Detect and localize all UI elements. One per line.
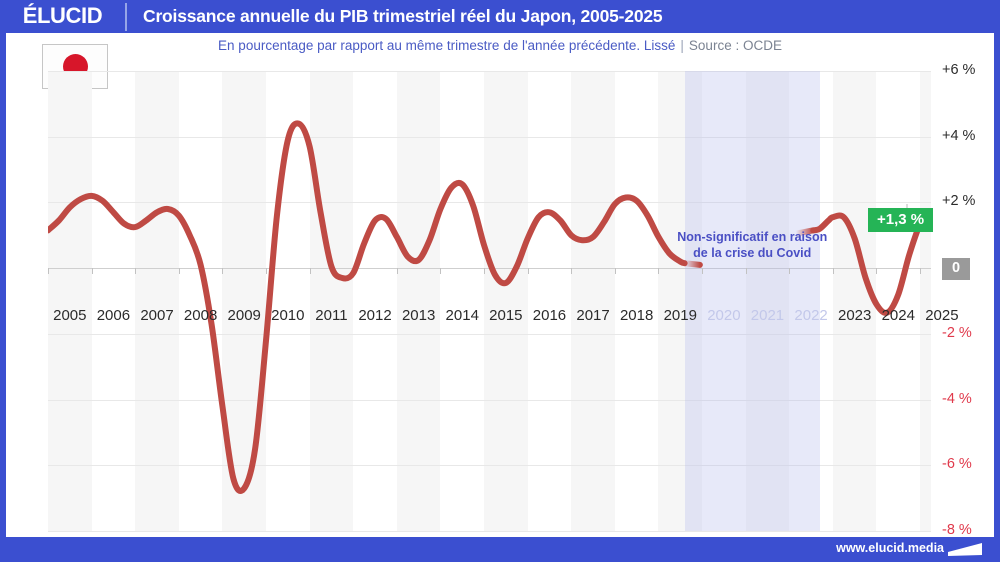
gridline (48, 136, 931, 138)
x-axis-label: 2025 (925, 307, 959, 324)
x-tick (222, 268, 224, 275)
last-value-badge: +1,3 % (868, 208, 934, 232)
y-axis-label: +4 % (942, 127, 976, 144)
year-band (396, 71, 441, 531)
gridline (48, 465, 931, 467)
x-axis-label: 2019 (663, 307, 697, 324)
subtitle-separator: | (680, 38, 684, 53)
y-axis-label: -8 % (942, 522, 972, 537)
covid-band (684, 71, 820, 531)
gridline (48, 202, 931, 204)
x-tick (571, 268, 573, 275)
x-axis-label: 2024 (881, 307, 915, 324)
x-axis-label: 2009 (227, 307, 261, 324)
x-tick (135, 268, 137, 275)
x-tick (309, 268, 311, 275)
year-band (48, 71, 92, 531)
brand-logo[interactable]: ÉLUCID (22, 3, 103, 28)
year-band (135, 71, 179, 531)
x-axis-label: 2022 (794, 307, 828, 324)
page-title: Croissance annuelle du PIB trimestriel r… (143, 6, 663, 26)
subtitle-text: En pourcentage par rapport au même trime… (218, 38, 676, 53)
year-bands (48, 71, 931, 531)
series-fade-stub (681, 260, 703, 268)
x-tick (440, 268, 442, 275)
y-axis-label: +2 % (942, 193, 976, 210)
right-border (994, 33, 1000, 537)
x-tick (789, 268, 791, 275)
x-tick (484, 268, 486, 275)
x-axis-label: 2006 (96, 307, 131, 324)
header-divider (125, 2, 127, 31)
y-axis-label: +6 % (942, 62, 976, 78)
x-tick (745, 268, 747, 275)
x-tick (920, 268, 922, 275)
y-axis-label: -6 % (942, 456, 972, 473)
plot-area (48, 71, 931, 532)
chart-source: Source : OCDE (688, 38, 782, 53)
x-tick (266, 268, 268, 275)
x-tick (832, 268, 834, 275)
year-band (658, 71, 703, 531)
footer-url[interactable]: www.elucid.media (836, 541, 944, 555)
x-axis-label: 2020 (707, 307, 741, 324)
x-axis-label: 2005 (53, 307, 87, 324)
x-axis-label: 2017 (576, 307, 610, 324)
header-bar: ÉLUCID Croissance annuelle du PIB trimes… (0, 0, 1000, 33)
y-axis-label: -2 % (942, 324, 972, 341)
x-axis-label: 2018 (619, 307, 654, 324)
covid-shaded-region (48, 71, 931, 531)
x-tick (658, 268, 660, 275)
zero-value-badge: 0 (942, 258, 971, 280)
x-tick (876, 268, 878, 275)
x-axis-label: 2023 (838, 307, 872, 324)
x-tick (178, 268, 180, 275)
x-axis-label: 2012 (358, 307, 392, 324)
chart-canvas: En pourcentage par rapport au même trime… (6, 33, 994, 537)
year-band (745, 71, 790, 531)
x-axis-label: 2007 (140, 307, 174, 324)
x-axis-label: 2021 (750, 307, 785, 324)
x-axis-label: 2010 (271, 307, 305, 324)
x-tick (614, 268, 616, 275)
gridline (48, 531, 931, 532)
x-axis-label: 2015 (489, 307, 523, 324)
gridline (48, 399, 931, 401)
x-tick (396, 268, 398, 275)
x-axis-label: 2013 (401, 307, 436, 324)
x-axis-label: 2011 (315, 307, 348, 324)
x-tick (527, 268, 529, 275)
gridline (48, 71, 931, 72)
y-axis-label: -4 % (942, 390, 972, 407)
x-tick (91, 268, 93, 275)
gridline (48, 333, 931, 335)
covid-annotation: Non-significatif en raison de la crise d… (677, 230, 828, 261)
chart-subtitle: En pourcentage par rapport au même trime… (6, 38, 994, 53)
x-axis-label: 2014 (445, 307, 479, 324)
elucid-arrow-icon (948, 543, 982, 556)
year-band (571, 71, 615, 531)
year-band (309, 71, 354, 531)
x-axis-label: 2008 (183, 307, 218, 324)
x-axis-label: 2016 (532, 307, 567, 324)
x-tick (702, 268, 704, 275)
left-border (0, 33, 6, 537)
x-tick (48, 268, 49, 275)
year-band (832, 71, 877, 531)
year-band (920, 71, 931, 531)
footer-bar: www.elucid.media (0, 537, 1000, 562)
series-fade-stub (792, 227, 817, 237)
series-line (48, 120, 931, 494)
series-path (48, 120, 688, 494)
year-band (484, 71, 528, 531)
